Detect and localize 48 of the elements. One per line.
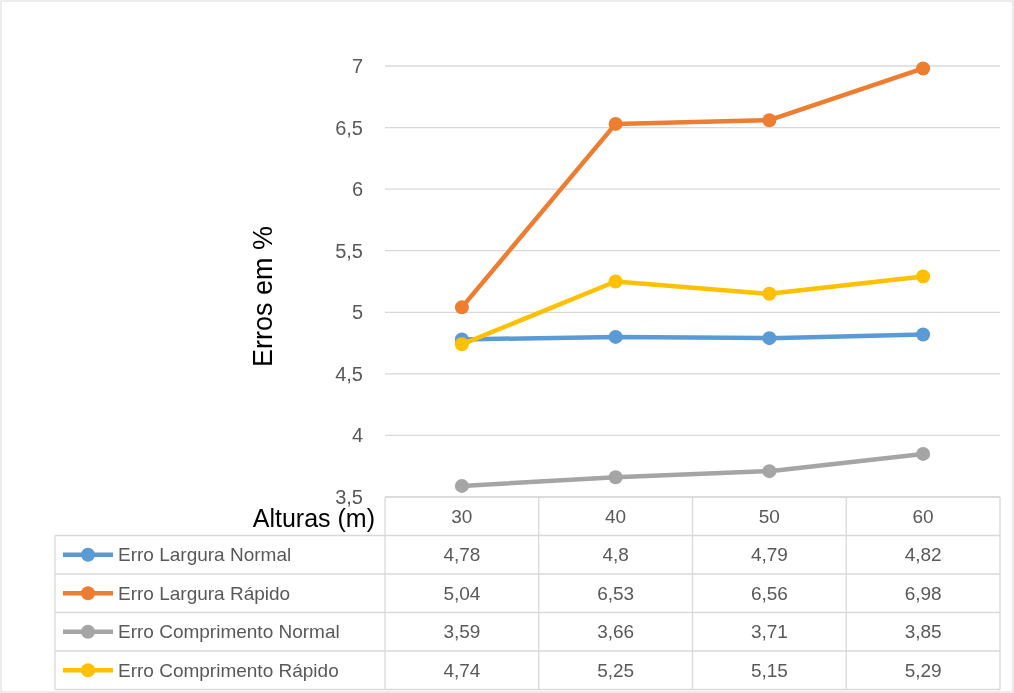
point <box>454 300 469 315</box>
data-label: 6,53 <box>597 582 635 604</box>
y-tick-label: 6 <box>351 178 363 201</box>
legend-label: Erro Largura Normal <box>118 544 292 566</box>
data-label: 3,59 <box>443 621 481 643</box>
point <box>608 470 623 485</box>
data-label: 5,25 <box>597 659 635 681</box>
data-label: 4,82 <box>904 544 942 566</box>
point <box>916 446 931 461</box>
y-tick-label: 7 <box>351 55 363 77</box>
point <box>608 116 623 131</box>
point <box>608 329 623 344</box>
data-label: 6,98 <box>904 582 942 604</box>
y-tick-label: 6,5 <box>335 116 363 139</box>
point <box>916 269 931 284</box>
data-label: 4,74 <box>443 659 481 681</box>
point <box>762 113 777 128</box>
point <box>916 327 931 342</box>
point <box>916 61 931 76</box>
data-label: 3,85 <box>904 621 942 643</box>
legend-label: Erro Largura Rápido <box>118 582 291 604</box>
data-label: 4,8 <box>602 544 629 566</box>
data-label: 3,66 <box>597 621 635 643</box>
point <box>608 274 623 289</box>
y-tick-label: 4,5 <box>335 362 363 385</box>
data-label: 6,56 <box>750 582 788 604</box>
point <box>762 331 777 346</box>
point <box>454 478 469 493</box>
x-tick-label: 40 <box>605 505 627 527</box>
x-tick-label: 30 <box>451 505 473 527</box>
data-label: 3,71 <box>750 621 788 643</box>
x-tick-label: 50 <box>758 505 780 527</box>
y-axis-title: Erros em % <box>248 225 278 368</box>
y-tick-label: 3,5 <box>335 486 363 508</box>
y-tick-label: 5,5 <box>335 239 363 262</box>
point <box>762 286 777 301</box>
legend-label: Erro Comprimento Normal <box>118 621 340 643</box>
y-tick-label: 4 <box>351 424 363 447</box>
point <box>454 337 469 352</box>
x-tick-label: 60 <box>912 505 934 527</box>
data-label: 4,78 <box>443 544 481 566</box>
legend-label: Erro Comprimento Rápido <box>118 659 339 681</box>
y-tick-label: 5 <box>351 301 363 324</box>
data-label: 5,15 <box>750 659 788 681</box>
point <box>762 464 777 479</box>
data-label: 5,04 <box>443 582 481 604</box>
data-label: 4,79 <box>750 544 788 566</box>
data-label: 5,29 <box>904 659 942 681</box>
